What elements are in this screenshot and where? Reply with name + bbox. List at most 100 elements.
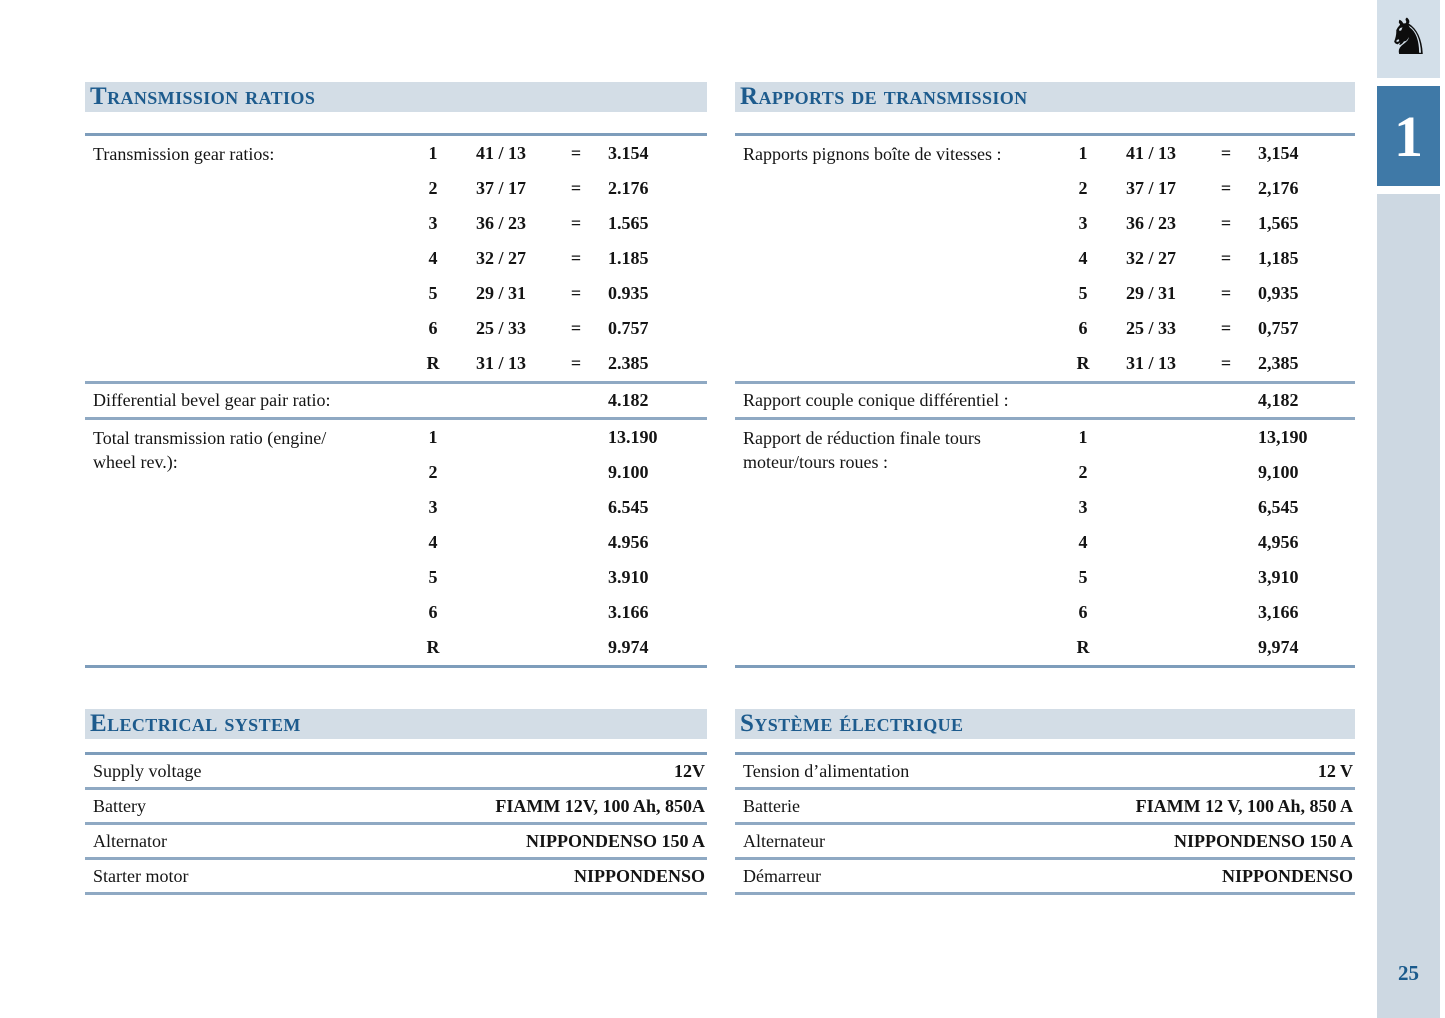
total-ratio-row: 2 9,100: [1065, 455, 1355, 490]
gear-number: 2: [428, 178, 438, 198]
total-ratio-table-en: Total transmission ratio (engine/ wheel …: [85, 417, 707, 665]
gear-teeth: 37 / 17: [1125, 178, 1176, 198]
electrical-table-en: Supply voltage 12V Battery FIAMM 12V, 100 …: [85, 752, 707, 895]
gear-teeth: 32 / 27: [1125, 248, 1176, 268]
total-ratio-rows: 1 13,190 2 9,100 3 6,545 4 4,956 5 3,910 6 3,1…: [1065, 420, 1355, 665]
section-header-electrical-en: Electrical system: [85, 709, 707, 739]
gear-number: R: [426, 353, 440, 373]
total-ratio-value: 3.910: [608, 567, 649, 587]
total-ratio-table-fr: Rapport de réduction finale tours moteur…: [735, 417, 1355, 665]
gear-row: 2 37 / 17 = 2.176: [415, 171, 707, 206]
total-ratio-label: Rapport de réduction finale tours moteur…: [735, 420, 1065, 665]
gear-ratio-value: 3,154: [1258, 143, 1299, 163]
total-ratio-row: 3 6,545: [1065, 490, 1355, 525]
gear-number: 3: [1078, 213, 1088, 233]
total-ratio-value: 4.956: [608, 532, 649, 552]
sidebar-strip: 25: [1377, 194, 1440, 1018]
diff-ratio-value: 4.182: [608, 390, 649, 410]
gear-row: 5 29 / 31 = 0,935: [1065, 276, 1355, 311]
spec-label: Alternator: [93, 830, 167, 851]
total-ratio-row: 1 13,190: [1065, 420, 1355, 455]
gear-ratio-value: 2.176: [608, 178, 649, 198]
gear-number: 6: [428, 318, 438, 338]
gear-ratio-table-en: Transmission gear ratios: 1 41 / 13 = 3.154…: [85, 133, 707, 381]
spec-row: Batterie FIAMM 12 V, 100 Ah, 850 A: [735, 790, 1355, 825]
equals-sign: =: [1220, 318, 1232, 338]
gear-number: 6: [1078, 602, 1088, 622]
total-ratio-row: 6 3,166: [1065, 595, 1355, 630]
total-ratio-label-line2: wheel rev.):: [93, 452, 178, 473]
total-ratio-value: 9,100: [1258, 462, 1299, 482]
equals-sign: =: [1220, 248, 1232, 268]
gear-teeth: 25 / 33: [1125, 318, 1176, 338]
diff-ratio-label: Differential bevel gear pair ratio:: [93, 390, 331, 410]
spec-value: 12V: [674, 760, 705, 781]
equals-sign: =: [1220, 353, 1232, 373]
spec-value: NIPPONDENSO 150 A: [1173, 830, 1353, 851]
french-column: Rapports de transmission Rapports pignon…: [735, 82, 1355, 895]
gear-number: 5: [428, 567, 438, 587]
spec-row: Starter motor NIPPONDENSO: [85, 860, 707, 895]
spec-label: Battery: [93, 795, 146, 816]
table-bottom-rule: [735, 665, 1355, 668]
equals-sign: =: [570, 248, 582, 268]
gear-number: 6: [428, 602, 438, 622]
total-ratio-row: 2 9.100: [415, 455, 707, 490]
total-ratio-value: 6,545: [1258, 497, 1299, 517]
table-bottom-rule: [85, 665, 707, 668]
gear-number: 3: [428, 213, 438, 233]
gear-row: 1 41 / 13 = 3.154: [415, 136, 707, 171]
total-ratio-row: R 9,974: [1065, 630, 1355, 665]
gear-number: 5: [1078, 567, 1088, 587]
equals-sign: =: [1220, 178, 1232, 198]
gear-ratio-value: 1,185: [1258, 248, 1299, 268]
section-title: Rapports de transmission: [740, 83, 1028, 110]
equals-sign: =: [570, 283, 582, 303]
total-ratio-row: 4 4.956: [415, 525, 707, 560]
gear-number: 1: [1078, 143, 1088, 163]
gear-number: 4: [1078, 248, 1088, 268]
gear-row: 6 25 / 33 = 0,757: [1065, 311, 1355, 346]
total-ratio-row: 1 13.190: [415, 420, 707, 455]
spec-row: Battery FIAMM 12V, 100 Ah, 850A: [85, 790, 707, 825]
gear-teeth: 36 / 23: [475, 213, 526, 233]
equals-sign: =: [570, 353, 582, 373]
total-ratio-value: 3,910: [1258, 567, 1299, 587]
gear-row: 2 37 / 17 = 2,176: [1065, 171, 1355, 206]
section-header-transmission-fr: Rapports de transmission: [735, 82, 1355, 112]
total-ratio-value: 9,974: [1258, 637, 1299, 657]
spec-value: FIAMM 12 V, 100 Ah, 850 A: [1135, 795, 1353, 816]
total-ratio-value: 13.190: [608, 427, 658, 447]
spec-label: Démarreur: [743, 865, 821, 886]
spec-value: NIPPONDENSO: [573, 865, 705, 886]
gear-ratio-table-fr: Rapports pignons boîte de vitesses : 1 41…: [735, 133, 1355, 381]
gear-teeth: 31 / 13: [1125, 353, 1176, 373]
gear-row: R 31 / 13 = 2,385: [1065, 346, 1355, 381]
gear-teeth: 29 / 31: [475, 283, 526, 303]
gear-number: 4: [428, 248, 438, 268]
gear-ratio-value: 3.154: [608, 143, 649, 163]
spec-row: Tension d’alimentation 12 V: [735, 755, 1355, 790]
logo-box: ♞: [1377, 0, 1440, 78]
equals-sign: =: [1220, 283, 1232, 303]
gear-row: R 31 / 13 = 2.385: [415, 346, 707, 381]
gear-row: 4 32 / 27 = 1.185: [415, 241, 707, 276]
total-ratio-value: 9.974: [608, 637, 649, 657]
diff-ratio-row-en: Differential bevel gear pair ratio: 4.18…: [85, 381, 707, 417]
total-ratio-row: R 9.974: [415, 630, 707, 665]
section-header-electrical-fr: Système électrique: [735, 709, 1355, 739]
gear-number: 3: [428, 497, 438, 517]
spec-label: Alternateur: [743, 830, 825, 851]
total-ratio-value: 6.545: [608, 497, 649, 517]
gear-teeth: 29 / 31: [1125, 283, 1176, 303]
equals-sign: =: [570, 213, 582, 233]
gear-teeth: 36 / 23: [1125, 213, 1176, 233]
total-ratio-label-line1: Total transmission ratio (engine/: [93, 428, 327, 448]
gear-number: 2: [428, 462, 438, 482]
total-ratio-row: 4 4,956: [1065, 525, 1355, 560]
spec-label: Tension d’alimentation: [743, 760, 910, 781]
equals-sign: =: [1220, 143, 1232, 163]
gear-ratio-value: 2.385: [608, 353, 649, 373]
spec-value: 12 V: [1317, 760, 1353, 781]
